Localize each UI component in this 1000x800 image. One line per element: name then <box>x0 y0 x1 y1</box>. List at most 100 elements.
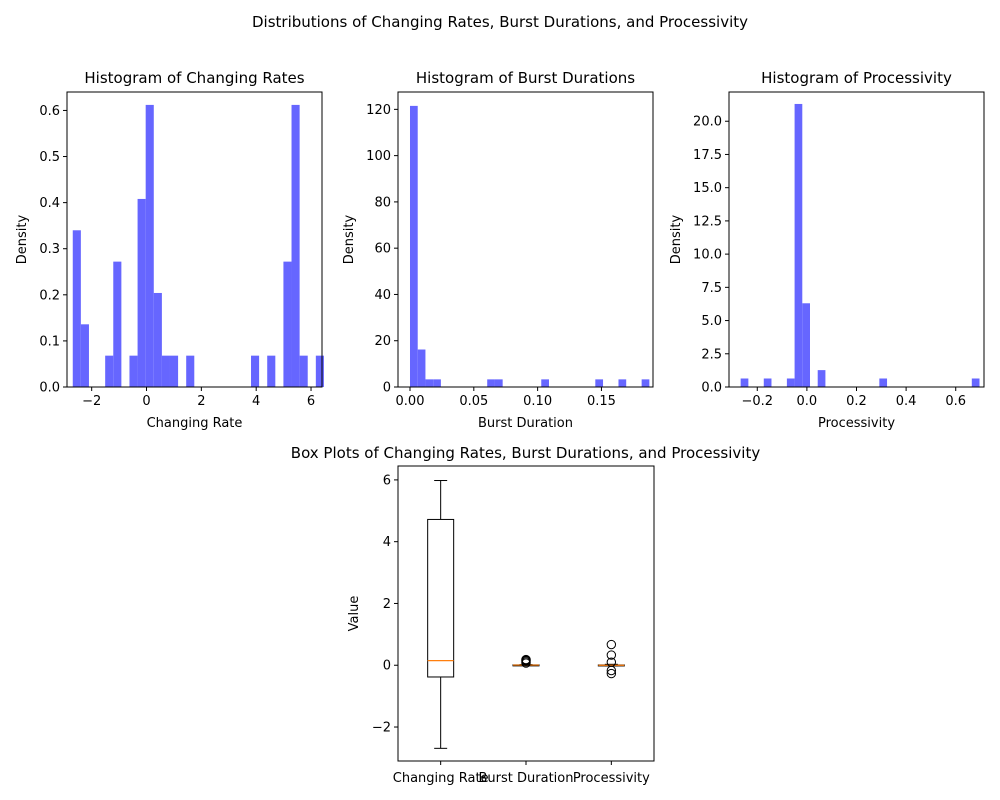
axes-frame <box>66 91 323 388</box>
x-tick-label: 0.05 <box>459 394 488 409</box>
box-flier <box>606 650 617 660</box>
y-tick-label: 4 <box>383 535 391 550</box>
bars <box>740 103 980 387</box>
x-axis-label: Processivity <box>818 416 895 431</box>
histogram-bar <box>251 355 260 387</box>
histogram-bar <box>763 378 772 387</box>
histogram-bar <box>417 349 426 387</box>
histogram-bar <box>817 370 826 387</box>
y-tick-label: 0.3 <box>39 242 60 257</box>
chart-title: Histogram of Processivity <box>761 69 952 87</box>
axes-frame <box>728 91 985 388</box>
histogram-bar <box>433 379 441 387</box>
histogram-bar <box>299 355 308 387</box>
y-tick-label: 40 <box>374 288 391 303</box>
box-flier <box>521 654 531 665</box>
histogram-bar <box>409 105 418 387</box>
y-tick-label: 100 <box>366 149 391 164</box>
y-tick-label: 5.0 <box>701 314 722 329</box>
x-tick-label: Processivity <box>573 771 650 786</box>
bars <box>409 105 650 387</box>
chart-title: Box Plots of Changing Rates, Burst Durat… <box>291 444 761 462</box>
histogram-bar <box>291 104 300 387</box>
y-tick-label: 6 <box>383 473 391 488</box>
y-tick-label: 20.0 <box>693 115 722 130</box>
box-plots: Box Plots of Changing Rates, Burst Durat… <box>291 444 761 786</box>
y-axis-label: Value <box>347 596 362 632</box>
y-tick-label: 0.1 <box>39 334 60 349</box>
y-tick-label: 0.4 <box>39 196 60 211</box>
x-axis-label: Burst Duration <box>478 416 573 431</box>
y-tick-label: 0 <box>383 381 391 396</box>
histogram-bar <box>145 104 154 387</box>
histogram-bar <box>541 379 549 387</box>
box-flier <box>606 639 617 650</box>
histogram-bar <box>80 324 89 387</box>
histogram-bar <box>72 230 81 387</box>
axes-frame <box>397 91 654 388</box>
histogram-bar <box>113 261 122 387</box>
box-flier <box>606 668 617 679</box>
x-tick-label: 0 <box>142 394 150 409</box>
histogram-bar <box>786 378 795 387</box>
x-tick-label: −2 <box>82 394 101 409</box>
y-axis-label: Density <box>15 214 30 264</box>
histogram-bar <box>879 378 888 387</box>
y-ticks: −2 0 2 4 6 <box>372 473 398 736</box>
y-tick-label: 7.5 <box>701 281 722 296</box>
x-tick-label: 0.10 <box>523 394 552 409</box>
histogram-changing-rates: Histogram of Changing Rates −2 0 2 4 6 0.00.… <box>15 69 324 431</box>
y-ticks: 0.0 0.1 0.2 0.3 0.4 0.5 0.6 <box>39 104 67 396</box>
x-axis-label: Changing Rate <box>147 416 243 431</box>
bars <box>72 104 324 387</box>
histogram-bar <box>283 261 292 387</box>
x-ticks: −2 0 2 4 6 <box>82 387 315 409</box>
y-tick-label: 0.0 <box>701 381 722 396</box>
histogram-bar <box>971 378 980 387</box>
x-tick-label: 0.4 <box>896 394 917 409</box>
histogram-bar <box>802 303 810 387</box>
y-tick-label: 0 <box>383 659 391 674</box>
histogram-bar <box>169 355 179 387</box>
y-tick-label: 0.2 <box>39 288 60 303</box>
histogram-bar <box>494 379 503 387</box>
x-tick-label: 0.15 <box>587 394 616 409</box>
chart-title: Histogram of Burst Durations <box>416 69 635 87</box>
y-tick-label: −2 <box>372 721 391 736</box>
histogram-bar <box>487 379 495 387</box>
y-tick-label: 12.5 <box>693 214 722 229</box>
histogram-bar <box>794 103 803 387</box>
histogram-burst-durations: Histogram of Burst Durations 0.00 0.05 0.1… <box>342 69 654 431</box>
y-tick-label: 80 <box>374 195 391 210</box>
x-tick-label: 0.2 <box>846 394 867 409</box>
histogram-bar <box>186 355 195 387</box>
histogram-bar <box>641 379 650 387</box>
x-tick-label: 0.0 <box>797 394 818 409</box>
histogram-bar <box>105 355 114 387</box>
y-tick-label: 2.5 <box>701 347 722 362</box>
y-axis-label: Density <box>342 214 357 264</box>
x-ticks: −0.2 0.0 0.2 0.4 0.6 <box>741 387 966 409</box>
x-tick-label: 2 <box>197 394 205 409</box>
y-tick-label: 0.0 <box>39 381 60 396</box>
y-tick-label: 15.0 <box>693 181 722 196</box>
histogram-bar <box>618 379 627 387</box>
x-tick-label: 4 <box>252 394 260 409</box>
chart-title: Histogram of Changing Rates <box>84 69 304 87</box>
y-tick-label: 20 <box>374 334 391 349</box>
y-tick-label: 60 <box>374 242 391 257</box>
figure-suptitle: Distributions of Changing Rates, Burst D… <box>252 13 748 31</box>
histogram-bar <box>153 292 162 387</box>
y-tick-label: 10.0 <box>693 248 722 263</box>
histogram-bar <box>267 355 276 387</box>
histogram-bar <box>129 355 138 387</box>
box-iqr <box>427 518 455 678</box>
x-tick-label: Burst Duration <box>479 771 574 786</box>
x-tick-label: Changing Rate <box>393 771 489 786</box>
histogram-bar <box>137 198 146 387</box>
x-ticks: 0.00 0.05 0.10 0.15 <box>396 387 616 409</box>
y-tick-label: 2 <box>383 597 391 612</box>
